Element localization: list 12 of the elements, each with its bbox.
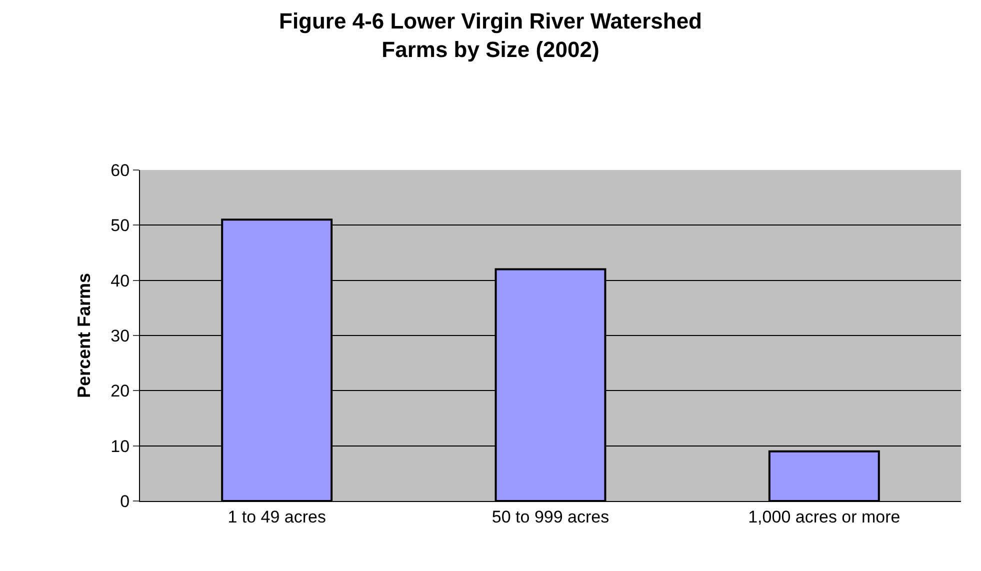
chart-title: Figure 4-6 Lower Virgin River Watershed Farms by Size (2002) bbox=[279, 8, 702, 62]
y-tick-label: 60 bbox=[110, 160, 130, 180]
y-tick-label: 30 bbox=[110, 326, 130, 346]
x-tick-label: 1,000 acres or more bbox=[748, 507, 900, 526]
y-tick-label: 20 bbox=[110, 382, 130, 401]
x-tick-label: 50 to 999 acres bbox=[492, 507, 610, 526]
y-tick-label: 10 bbox=[110, 436, 130, 456]
y-tick-label: 0 bbox=[120, 492, 130, 511]
y-tick-label: 40 bbox=[110, 271, 130, 290]
y-axis-title: Percent Farms bbox=[74, 272, 94, 398]
y-tick-label: 50 bbox=[110, 216, 130, 236]
x-tick-label: 1 to 49 acres bbox=[228, 507, 326, 526]
